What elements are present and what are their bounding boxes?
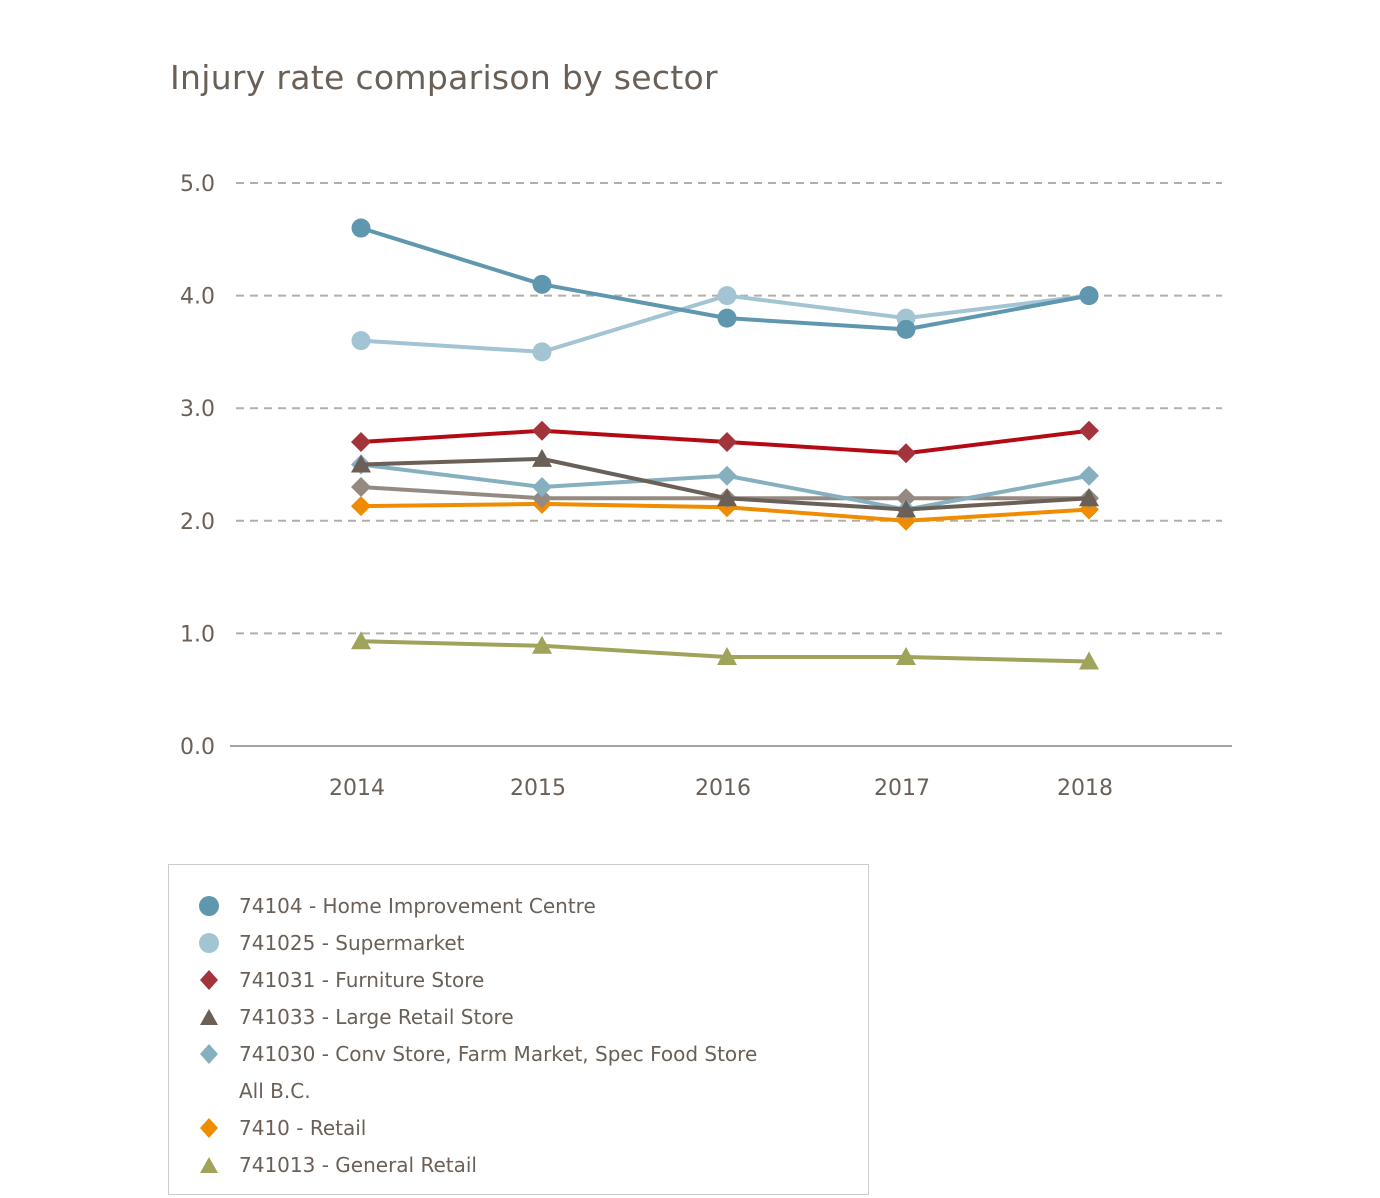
legend-item[interactable]: 741030 - Conv Store, Farm Market, Spec F… [197,1039,757,1069]
legend: 74104 - Home Improvement Centre 741025 - … [168,864,869,1195]
x-tick-label: 2018 [1057,776,1113,801]
legend-label: 7410 - Retail [239,1116,367,1140]
data-point [532,342,552,362]
y-tick-label: 5.0 [180,172,215,197]
y-tick-label: 3.0 [180,397,215,422]
legend-item[interactable]: All B.C. [197,1076,311,1106]
data-point [351,477,371,498]
data-point [532,420,552,441]
data-point [351,631,371,650]
legend-item[interactable]: 741031 - Furniture Store [197,965,484,995]
circle-icon [199,896,219,916]
data-point [717,308,737,328]
legend-label: 74104 - Home Improvement Centre [239,894,596,918]
y-tick-label: 1.0 [180,622,215,647]
data-point [351,331,371,351]
data-point [532,635,552,654]
data-point [896,499,916,518]
legend-label: 741033 - Large Retail Store [239,1005,514,1029]
data-point [532,448,552,467]
data-point [896,443,916,464]
series [351,218,1099,670]
data-point [1079,488,1099,507]
data-point [717,431,737,452]
data-point [896,319,916,339]
legend-label: 741031 - Furniture Store [239,968,485,992]
tick-labels: 0.0 1.0 2.0 3.0 4.0 5.0 2014 2015 2016 2017 2018 [180,172,1113,801]
legend-label: 741025 - Supermarket [239,931,465,955]
data-point [896,488,916,509]
series-3 [351,448,1099,518]
data-point [351,431,371,452]
data-point [717,647,737,666]
data-point [351,218,371,238]
legend-item[interactable]: 741025 - Supermarket [197,928,465,958]
triangle-icon [200,1157,218,1173]
y-tick-label: 4.0 [180,285,215,310]
data-point [532,477,552,498]
legend-item[interactable]: 741013 - General Retail [197,1150,477,1180]
data-point [717,286,737,306]
series-2 [351,420,1099,464]
y-tick-label: 2.0 [180,510,215,535]
x-tick-label: 2016 [695,776,751,801]
data-point [1079,465,1099,486]
line-chart: 0.0 1.0 2.0 3.0 4.0 5.0 2014 2015 2016 2017 2018 [180,172,1232,801]
data-point [351,454,371,473]
series-7 [351,631,1099,670]
triangle-icon [200,1009,218,1025]
data-point [896,647,916,666]
legend-label: 741013 - General Retail [239,1153,477,1177]
legend-label: 741030 - Conv Store, Farm Market, Spec F… [239,1042,758,1066]
legend-item[interactable]: 741033 - Large Retail Store [197,1002,514,1032]
legend-item[interactable]: 74104 - Home Improvement Centre [197,891,596,921]
x-tick-label: 2014 [329,776,385,801]
x-tick-label: 2017 [874,776,930,801]
data-point [717,488,737,507]
data-point [1079,420,1099,441]
data-point [532,274,552,294]
data-point [1079,651,1099,670]
diamond-icon [200,970,218,990]
legend-label: All B.C. [239,1079,311,1103]
diamond-icon [200,1044,218,1064]
data-point [1079,286,1099,306]
chart-title: Injury rate comparison by sector [170,58,718,97]
data-point [717,465,737,486]
legend-item[interactable]: 7410 - Retail [197,1113,366,1143]
data-point [532,488,552,509]
y-tick-label: 0.0 [180,735,215,760]
x-tick-label: 2015 [510,776,566,801]
data-point [351,496,371,517]
blank-icon [197,1079,221,1103]
gridlines [236,182,1222,635]
series-0 [351,218,1099,339]
diamond-icon [200,1118,218,1138]
circle-icon [199,933,219,953]
